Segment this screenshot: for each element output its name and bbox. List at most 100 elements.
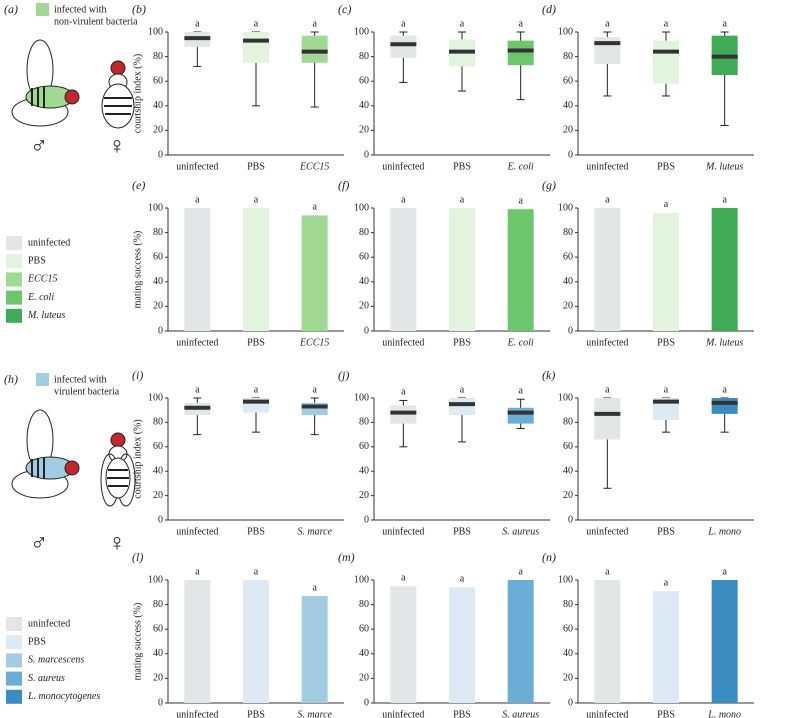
bar <box>390 208 417 331</box>
y-tick-label: 100 <box>148 392 163 403</box>
significance-letter: a <box>518 566 523 577</box>
bar <box>594 580 621 703</box>
y-tick-label: 20 <box>359 301 369 312</box>
legend-swatch <box>6 290 22 305</box>
x-tick-label: S. marce <box>297 526 332 537</box>
box <box>594 36 621 64</box>
x-tick-label: ECC15 <box>299 337 329 348</box>
legend-swatch <box>6 236 22 250</box>
significance-letter: a <box>254 384 259 395</box>
significance-letter: a <box>312 202 317 213</box>
y-tick-label: 60 <box>563 251 573 262</box>
bar <box>243 208 269 331</box>
y-tick-label: 60 <box>359 623 369 634</box>
y-tick-label: 40 <box>153 276 163 287</box>
x-tick-label: uninfected <box>382 526 424 537</box>
x-tick-label: PBS <box>453 337 471 348</box>
y-tick-label: 100 <box>354 26 369 37</box>
bar <box>594 208 621 331</box>
x-tick-label: PBS <box>247 526 265 537</box>
y-tick-label: 60 <box>359 441 369 452</box>
legend-swatch <box>6 689 22 704</box>
x-tick-label: S. aureus <box>502 709 539 718</box>
y-tick-label: 20 <box>153 673 163 684</box>
y-tick-label: 0 <box>568 325 573 336</box>
significance-letter: a <box>664 199 669 210</box>
y-tick-label: 80 <box>359 227 369 238</box>
bar <box>711 580 738 703</box>
box <box>243 32 269 63</box>
female-symbol: ♀ <box>108 531 126 557</box>
box <box>507 407 534 424</box>
x-tick-label: PBS <box>247 161 265 172</box>
y-tick-label: 100 <box>148 26 163 37</box>
y-tick-label: 40 <box>563 465 573 476</box>
x-tick-label: uninfected <box>382 709 424 718</box>
box <box>301 35 328 63</box>
legend-swatch <box>36 3 49 16</box>
significance-letter: a <box>401 387 406 398</box>
x-tick-label: PBS <box>657 709 675 718</box>
male-fly <box>11 39 80 127</box>
y-tick-label: 100 <box>558 26 573 37</box>
female-fly <box>101 60 135 129</box>
significance-letter: a <box>664 384 669 395</box>
y-tick-label: 80 <box>153 599 163 610</box>
y-tick-label: 40 <box>563 100 573 111</box>
bar <box>507 580 534 703</box>
y-tick-label: 40 <box>359 100 369 111</box>
y-tick-label: 0 <box>158 149 163 160</box>
female-fly <box>100 432 136 507</box>
y-tick-label: 0 <box>364 149 369 160</box>
panel-label: (a) <box>4 2 18 16</box>
panel-label: (b) <box>132 2 146 16</box>
box <box>653 40 679 84</box>
legend-text: infected with <box>54 4 106 15</box>
y-axis-label: courtship index (%) <box>132 54 143 133</box>
x-tick-label: uninfected <box>176 526 218 537</box>
legend-text: non-virulent bacteria <box>54 16 138 27</box>
significance-letter: a <box>460 18 465 29</box>
legend-label: uninfected <box>28 618 70 629</box>
bar <box>449 587 475 703</box>
legend-swatch <box>6 254 22 269</box>
bar <box>301 595 328 703</box>
legend-swatch <box>6 308 22 323</box>
y-tick-label: 100 <box>148 574 163 585</box>
legend-swatch <box>36 373 49 386</box>
significance-letter: a <box>312 384 317 395</box>
significance-letter: a <box>605 566 610 577</box>
y-tick-label: 0 <box>568 514 573 525</box>
y-tick-label: 80 <box>563 51 573 62</box>
legend-swatch <box>6 635 22 650</box>
y-tick-label: 40 <box>359 648 369 659</box>
y-tick-label: 20 <box>153 125 163 136</box>
x-tick-label: uninfected <box>176 337 218 348</box>
y-tick-label: 80 <box>359 599 369 610</box>
panel-label: (l) <box>132 550 143 564</box>
y-tick-label: 80 <box>563 417 573 428</box>
bar <box>507 209 534 331</box>
panel-label: (e) <box>132 178 145 192</box>
significance-letter: a <box>605 194 610 205</box>
x-tick-label: uninfected <box>176 161 218 172</box>
y-tick-label: 60 <box>153 251 163 262</box>
significance-letter: a <box>254 194 259 205</box>
significance-letter: a <box>254 18 259 29</box>
significance-letter: a <box>312 18 317 29</box>
significance-letter: a <box>401 572 406 583</box>
significance-letter: a <box>401 18 406 29</box>
legend-swatch <box>6 272 22 287</box>
bar <box>711 208 738 331</box>
significance-letter: a <box>460 384 465 395</box>
x-tick-label: L. mono <box>707 709 741 718</box>
y-tick-label: 0 <box>364 514 369 525</box>
significance-letter: a <box>722 384 727 395</box>
x-tick-label: uninfected <box>586 709 628 718</box>
y-tick-label: 60 <box>563 441 573 452</box>
box <box>390 35 417 58</box>
legend-swatch <box>6 653 22 668</box>
y-tick-label: 20 <box>563 673 573 684</box>
legend-swatch <box>6 617 22 631</box>
